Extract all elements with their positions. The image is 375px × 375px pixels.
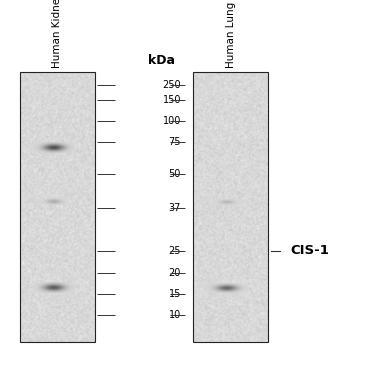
Bar [193,72,268,342]
Text: Human Kidney: Human Kidney [53,0,63,68]
Text: 250: 250 [162,80,181,90]
Text: 10: 10 [169,310,181,320]
Text: 150: 150 [162,94,181,105]
Text: 15: 15 [169,289,181,299]
Bar [20,72,95,342]
Text: Human Lung: Human Lung [225,2,236,68]
Text: 75: 75 [168,136,181,147]
Text: 25: 25 [168,246,181,256]
Text: 100: 100 [163,116,181,126]
Text: 20: 20 [169,268,181,278]
Text: kDa: kDa [148,54,175,67]
Text: CIS-1: CIS-1 [290,244,329,257]
Text: 50: 50 [169,169,181,179]
Text: 37: 37 [169,202,181,213]
